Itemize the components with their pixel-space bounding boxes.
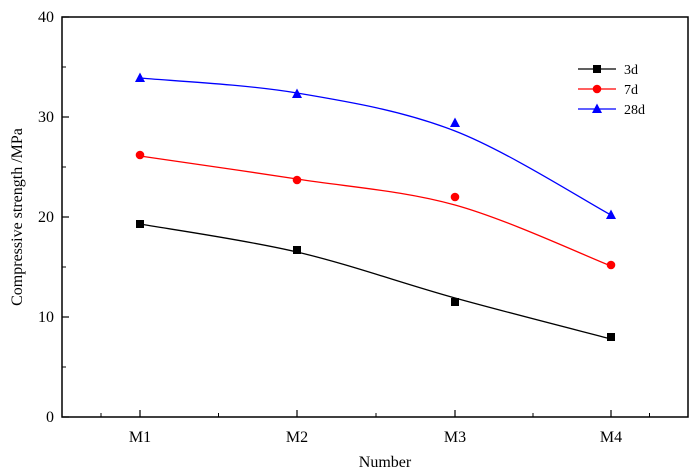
legend: 3d 7d 28d [578,63,645,118]
point-3d-M4 [607,333,615,341]
point-28d-M1 [135,72,145,82]
fit-curve-7d [139,155,612,267]
legend-marker-7d [592,84,602,94]
y-tick-label: 30 [38,109,54,126]
fit-curve-28d [139,77,612,216]
legend-label-3d: 3d [624,63,638,78]
fit-curve-3d [139,223,612,340]
x-tick-label: M2 [286,429,308,446]
y-axis-ticks: 0 10 20 30 40 [38,9,69,426]
legend-marker-28d [592,103,602,113]
legend-label-7d: 7d [624,83,638,98]
data-markers [135,72,616,341]
x-tick-label: M4 [600,429,622,446]
y-tick-label: 20 [38,209,54,226]
y-axis-title: Compressive strength /MPa [9,128,26,306]
plot-frame [61,16,689,418]
point-7d-M3 [450,192,460,202]
fit-curves [139,77,612,340]
y-tick-label: 10 [38,309,54,326]
x-tick-label: M1 [129,429,151,446]
point-3d-M1 [136,220,144,228]
point-3d-M3 [451,298,459,306]
point-28d-M4 [606,209,616,219]
plot-border [61,16,689,418]
legend-marker-3d [593,65,601,73]
point-28d-M3 [450,117,460,127]
x-axis-title: Number [359,454,412,471]
point-3d-M2 [293,246,301,254]
point-7d-M2 [292,175,302,185]
x-tick-label: M3 [444,429,466,446]
y-tick-label: 0 [46,409,54,426]
x-axis-ticks: M1 M2 M3 M4 [100,410,650,446]
point-28d-M2 [292,88,302,98]
point-7d-M4 [606,260,616,270]
legend-label-28d: 28d [624,103,645,118]
y-tick-label: 40 [38,9,54,26]
point-7d-M1 [135,150,145,160]
